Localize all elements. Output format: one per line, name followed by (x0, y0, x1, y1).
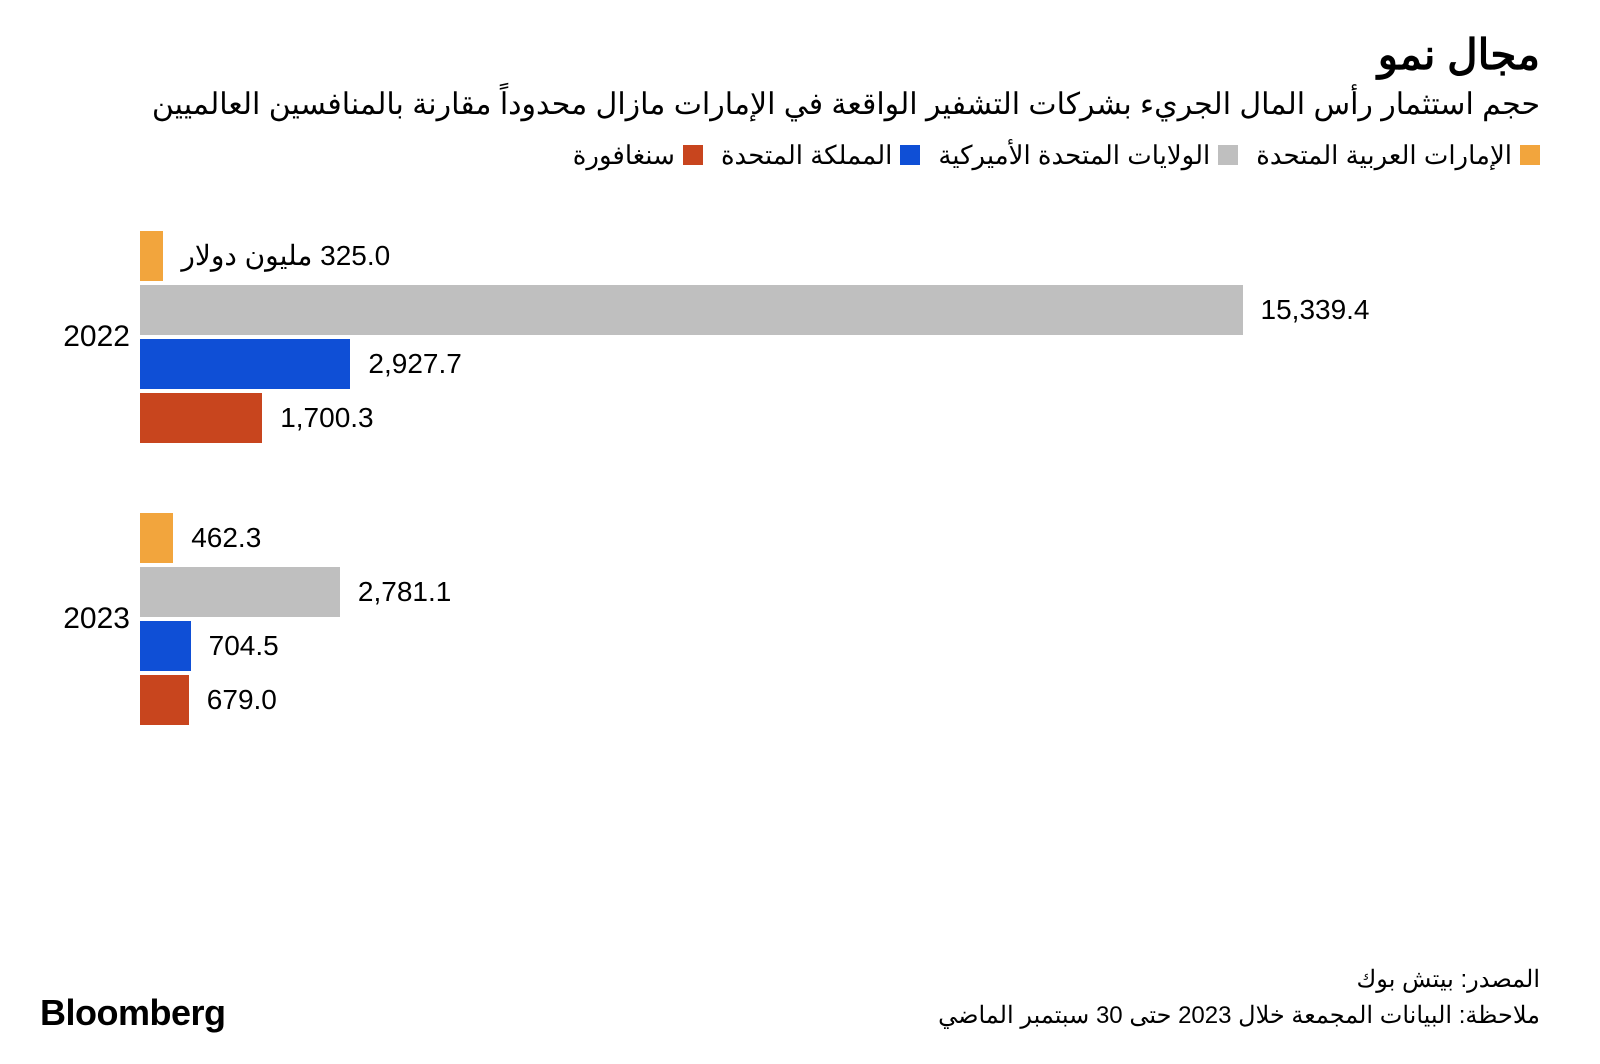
bar (140, 393, 262, 443)
bar (140, 231, 163, 281)
bar (140, 567, 340, 617)
chart-subtitle: حجم استثمار رأس المال الجريء بشركات التش… (40, 85, 1540, 126)
bar-row: 325.0 مليون دولار (140, 231, 1540, 281)
legend-swatch (1520, 145, 1540, 165)
bar (140, 339, 350, 389)
chart-area: 2022 325.0 مليون دولار 15,339.4 2,927.7 1,70… (40, 231, 1540, 953)
bar-value-label: 1,700.3 (280, 402, 373, 434)
legend-label: الولايات المتحدة الأميركية (938, 140, 1210, 171)
bar-value-label: 704.5 (209, 630, 279, 662)
bar-row: 462.3 (140, 513, 1540, 563)
legend-label: سنغافورة (573, 140, 675, 171)
legend-item: الإمارات العربية المتحدة (1256, 140, 1540, 171)
legend-item: المملكة المتحدة (721, 140, 920, 171)
legend-item: سنغافورة (573, 140, 703, 171)
bar (140, 285, 1243, 335)
legend-swatch (900, 145, 920, 165)
legend-swatch (683, 145, 703, 165)
bar (140, 621, 191, 671)
year-group: 2022325.0 مليون دولار15,339.42,927.71,70… (140, 231, 1540, 443)
bar-row: 2,781.1 (140, 567, 1540, 617)
year-group: 2023462.32,781.1704.5679.0 (140, 513, 1540, 725)
bar (140, 675, 189, 725)
legend-label: الإمارات العربية المتحدة (1256, 140, 1512, 171)
bar-value-label: 15,339.4 (1261, 294, 1370, 326)
bar-value-label: 2,927.7 (368, 348, 461, 380)
bar-row: 704.5 (140, 621, 1540, 671)
year-label: 2023 (40, 602, 130, 636)
bar-row: 15,339.4 (140, 285, 1540, 335)
source-text: المصدر: بيتش بوك (938, 962, 1540, 998)
bar-row: 1,700.3 (140, 393, 1540, 443)
legend: الإمارات العربية المتحدة الولايات المتحدة… (40, 140, 1540, 171)
brand-logo: Bloomberg (40, 992, 226, 1034)
bar-value-label: 2,781.1 (358, 576, 451, 608)
bar (140, 513, 173, 563)
legend-item: الولايات المتحدة الأميركية (938, 140, 1238, 171)
legend-label: المملكة المتحدة (721, 140, 892, 171)
note-text: ملاحظة: البيانات المجمعة خلال 2023 حتى 3… (938, 998, 1540, 1034)
bar-row: 679.0 (140, 675, 1540, 725)
legend-swatch (1218, 145, 1238, 165)
chart-title: مجال نمو (40, 30, 1540, 79)
bar-value-label: 325.0 مليون دولار (181, 239, 390, 272)
year-label: 2022 (40, 320, 130, 354)
bar-value-label: 462.3 (191, 522, 261, 554)
bar-value-label: 679.0 (207, 684, 277, 716)
footer: Bloomberg المصدر: بيتش بوك ملاحظة: البيا… (40, 962, 1540, 1034)
bar-row: 2,927.7 (140, 339, 1540, 389)
